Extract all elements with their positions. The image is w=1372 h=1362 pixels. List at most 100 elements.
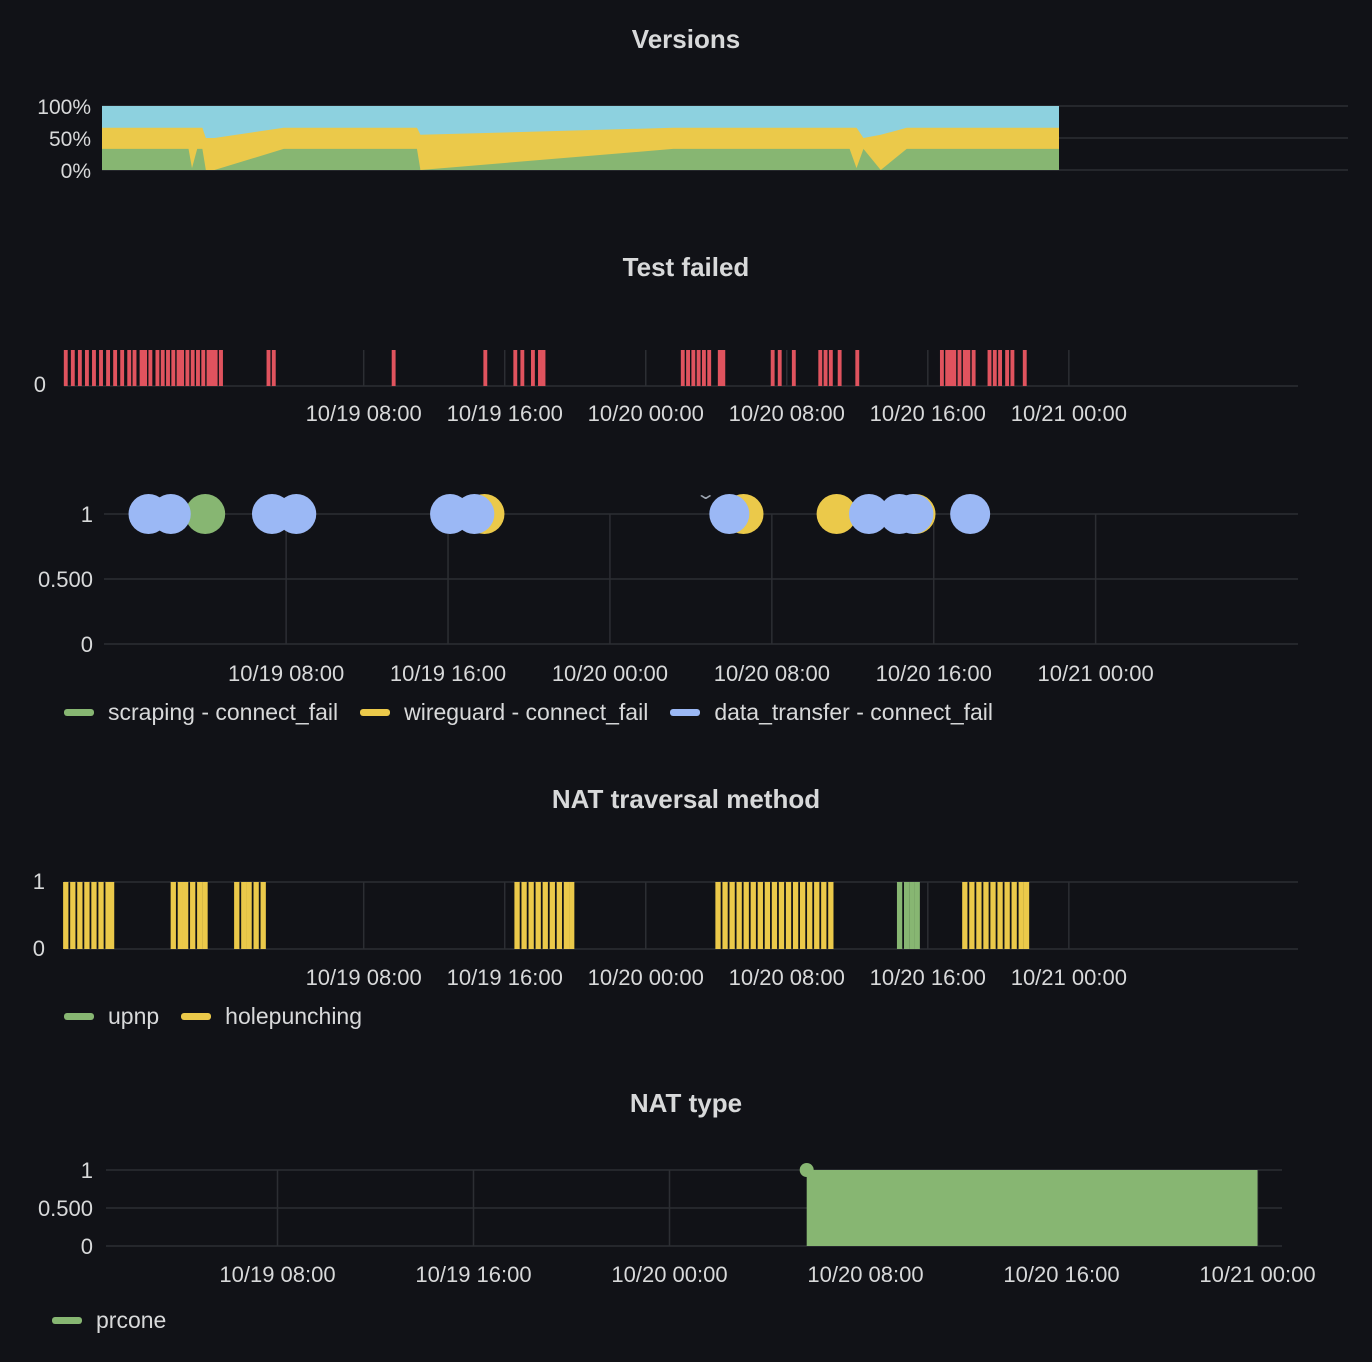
method-bar — [743, 882, 749, 949]
failure-bar — [538, 350, 542, 386]
legend-item[interactable]: holepunching — [181, 1003, 362, 1030]
nat-type-start-point — [799, 1163, 814, 1177]
method-bar — [77, 882, 83, 949]
scatter-point — [709, 494, 750, 534]
method-bar — [234, 882, 240, 949]
method-bar — [1023, 882, 1030, 949]
failure-bar — [127, 350, 132, 386]
legend-item[interactable]: upnp — [64, 1003, 159, 1030]
method-bar — [260, 882, 266, 949]
method-bar — [990, 882, 996, 949]
failure-bar — [1022, 350, 1027, 386]
legend-item[interactable]: wireguard - connect_fail — [360, 699, 648, 726]
failure-bar — [520, 350, 525, 386]
x-tick-label: 10/20 16:00 — [876, 661, 992, 686]
method-bar — [722, 882, 728, 949]
method-bar — [170, 882, 176, 949]
legend-swatch — [64, 1013, 94, 1020]
legend-item[interactable]: scraping - connect_fail — [64, 699, 338, 726]
method-bar — [70, 882, 76, 949]
y-tick-label: 1 — [33, 869, 45, 894]
method-bar — [909, 882, 915, 949]
legend-swatch — [670, 709, 701, 716]
failure-bar — [696, 350, 701, 386]
method-bar — [202, 882, 208, 949]
failure-bar — [176, 350, 181, 386]
failure-bar — [180, 350, 185, 386]
y-tick-label: 1 — [81, 1158, 93, 1183]
failure-bar — [770, 350, 775, 386]
method-bar — [771, 882, 778, 949]
method-bar — [197, 882, 203, 949]
method-bar — [1011, 882, 1017, 949]
method-bar — [556, 882, 563, 949]
failure-bar — [855, 350, 860, 386]
method-bar — [241, 882, 247, 949]
method-bar — [1004, 882, 1010, 949]
method-bar — [814, 882, 820, 949]
method-bar — [91, 882, 97, 949]
legend-item[interactable]: data_transfer - connect_fail — [670, 699, 993, 726]
failure-bar — [218, 350, 223, 386]
failure-bar — [196, 350, 200, 386]
failure-bar — [63, 350, 68, 386]
legend-swatch — [64, 709, 94, 716]
scatter-point — [150, 494, 191, 534]
versions-chart: 100% 50% 0% — [37, 96, 1348, 183]
method-bar — [750, 882, 756, 949]
method-bar — [896, 882, 903, 949]
scatter-point — [276, 494, 317, 534]
failure-bar — [541, 350, 546, 386]
method-bar — [904, 882, 910, 949]
legend-label: wireguard - connect_fail — [404, 699, 649, 725]
legend-item[interactable]: prcone — [52, 1307, 166, 1334]
chevron-down-icon[interactable]: ⌄ — [694, 486, 717, 503]
method-bar — [997, 882, 1003, 949]
method-bar — [63, 882, 69, 949]
y-tick-label: 0% — [61, 160, 91, 183]
failure-bar — [391, 350, 396, 386]
failure-bar — [70, 350, 75, 386]
y-tick-label: 0 — [81, 632, 93, 657]
failure-bar — [99, 350, 103, 386]
legend-label: data_transfer - connect_fail — [714, 699, 994, 725]
versions-title: Versions — [631, 24, 741, 54]
failure-bar — [1005, 350, 1010, 386]
failure-bar — [483, 350, 488, 386]
test-failed-chart: 10/19 08:00 10/19 16:00 10/20 00:00 10/20 0… — [34, 350, 1298, 426]
method-bar — [914, 882, 920, 949]
method-bar — [182, 882, 189, 949]
nat-method-title: NAT traversal method — [551, 784, 821, 814]
failure-bar — [120, 350, 125, 386]
method-bar — [821, 882, 827, 949]
failure-bar — [777, 350, 782, 386]
scatter-point — [893, 494, 934, 534]
method-bar — [105, 882, 111, 949]
x-tick-label: 10/20 00:00 — [552, 661, 668, 686]
failure-bar — [992, 350, 997, 386]
method-bar — [976, 882, 982, 949]
method-bar — [785, 882, 792, 949]
failure-bar — [952, 350, 957, 386]
nat-method-legend: upnp holepunching — [64, 1003, 384, 1030]
x-tick-label: 10/20 16:00 — [1003, 1262, 1119, 1287]
failure-bar — [271, 350, 276, 386]
method-bar — [715, 882, 721, 949]
failure-bar — [966, 350, 971, 386]
failure-bar — [721, 350, 726, 386]
scatter-point — [848, 494, 889, 534]
method-bar — [764, 882, 771, 949]
failure-bar — [171, 350, 176, 386]
method-bar — [778, 882, 785, 949]
failure-bar — [84, 350, 89, 386]
failure-bar — [185, 350, 190, 386]
x-tick-label: 10/19 08:00 — [228, 661, 344, 686]
method-bar — [736, 882, 742, 949]
legend-swatch — [360, 709, 391, 716]
y-tick-label: 0.500 — [38, 567, 93, 592]
failure-bar — [987, 350, 992, 386]
failure-bar — [143, 350, 148, 386]
x-tick-label: 10/20 00:00 — [588, 401, 704, 426]
nat-method-chart: 10/19 08:00 10/19 16:00 10/20 00:00 10/20 0… — [33, 869, 1298, 990]
x-tick-label: 10/20 08:00 — [807, 1262, 923, 1287]
